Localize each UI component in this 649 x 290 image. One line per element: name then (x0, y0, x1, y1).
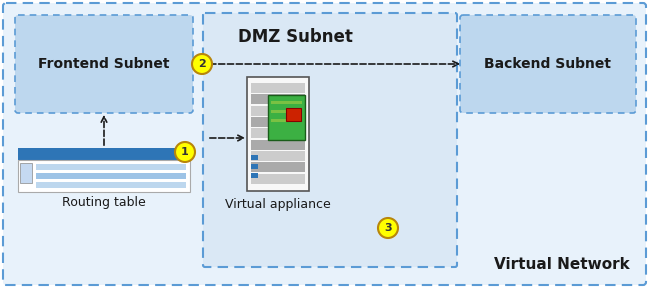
Text: 3: 3 (384, 223, 392, 233)
Text: Routing table: Routing table (62, 196, 146, 209)
FancyBboxPatch shape (18, 148, 190, 160)
Circle shape (175, 142, 195, 162)
Text: Backend Subnet: Backend Subnet (485, 57, 611, 71)
FancyBboxPatch shape (286, 108, 301, 121)
Text: DMZ Subnet: DMZ Subnet (238, 28, 352, 46)
FancyBboxPatch shape (251, 174, 305, 184)
FancyBboxPatch shape (36, 164, 186, 170)
Circle shape (378, 218, 398, 238)
FancyBboxPatch shape (251, 117, 305, 127)
FancyBboxPatch shape (251, 128, 305, 138)
FancyBboxPatch shape (15, 15, 193, 113)
FancyBboxPatch shape (271, 119, 302, 122)
FancyBboxPatch shape (36, 182, 186, 188)
FancyBboxPatch shape (247, 77, 309, 191)
FancyBboxPatch shape (251, 155, 258, 160)
FancyBboxPatch shape (251, 83, 305, 93)
FancyBboxPatch shape (251, 106, 305, 115)
FancyBboxPatch shape (251, 140, 305, 150)
FancyBboxPatch shape (36, 173, 186, 179)
Text: Frontend Subnet: Frontend Subnet (38, 57, 170, 71)
FancyBboxPatch shape (251, 164, 258, 169)
FancyBboxPatch shape (251, 94, 305, 104)
FancyBboxPatch shape (271, 101, 302, 104)
FancyBboxPatch shape (251, 173, 258, 178)
FancyBboxPatch shape (251, 162, 305, 172)
FancyBboxPatch shape (203, 13, 457, 267)
Text: Virtual Network: Virtual Network (495, 257, 630, 272)
FancyBboxPatch shape (3, 3, 646, 285)
FancyBboxPatch shape (271, 110, 302, 113)
Text: Virtual appliance: Virtual appliance (225, 198, 331, 211)
FancyBboxPatch shape (460, 15, 636, 113)
Text: 2: 2 (198, 59, 206, 69)
FancyBboxPatch shape (251, 151, 305, 161)
Circle shape (192, 54, 212, 74)
Text: 1: 1 (181, 147, 189, 157)
FancyBboxPatch shape (18, 160, 190, 192)
FancyBboxPatch shape (20, 163, 32, 183)
FancyBboxPatch shape (268, 95, 305, 139)
